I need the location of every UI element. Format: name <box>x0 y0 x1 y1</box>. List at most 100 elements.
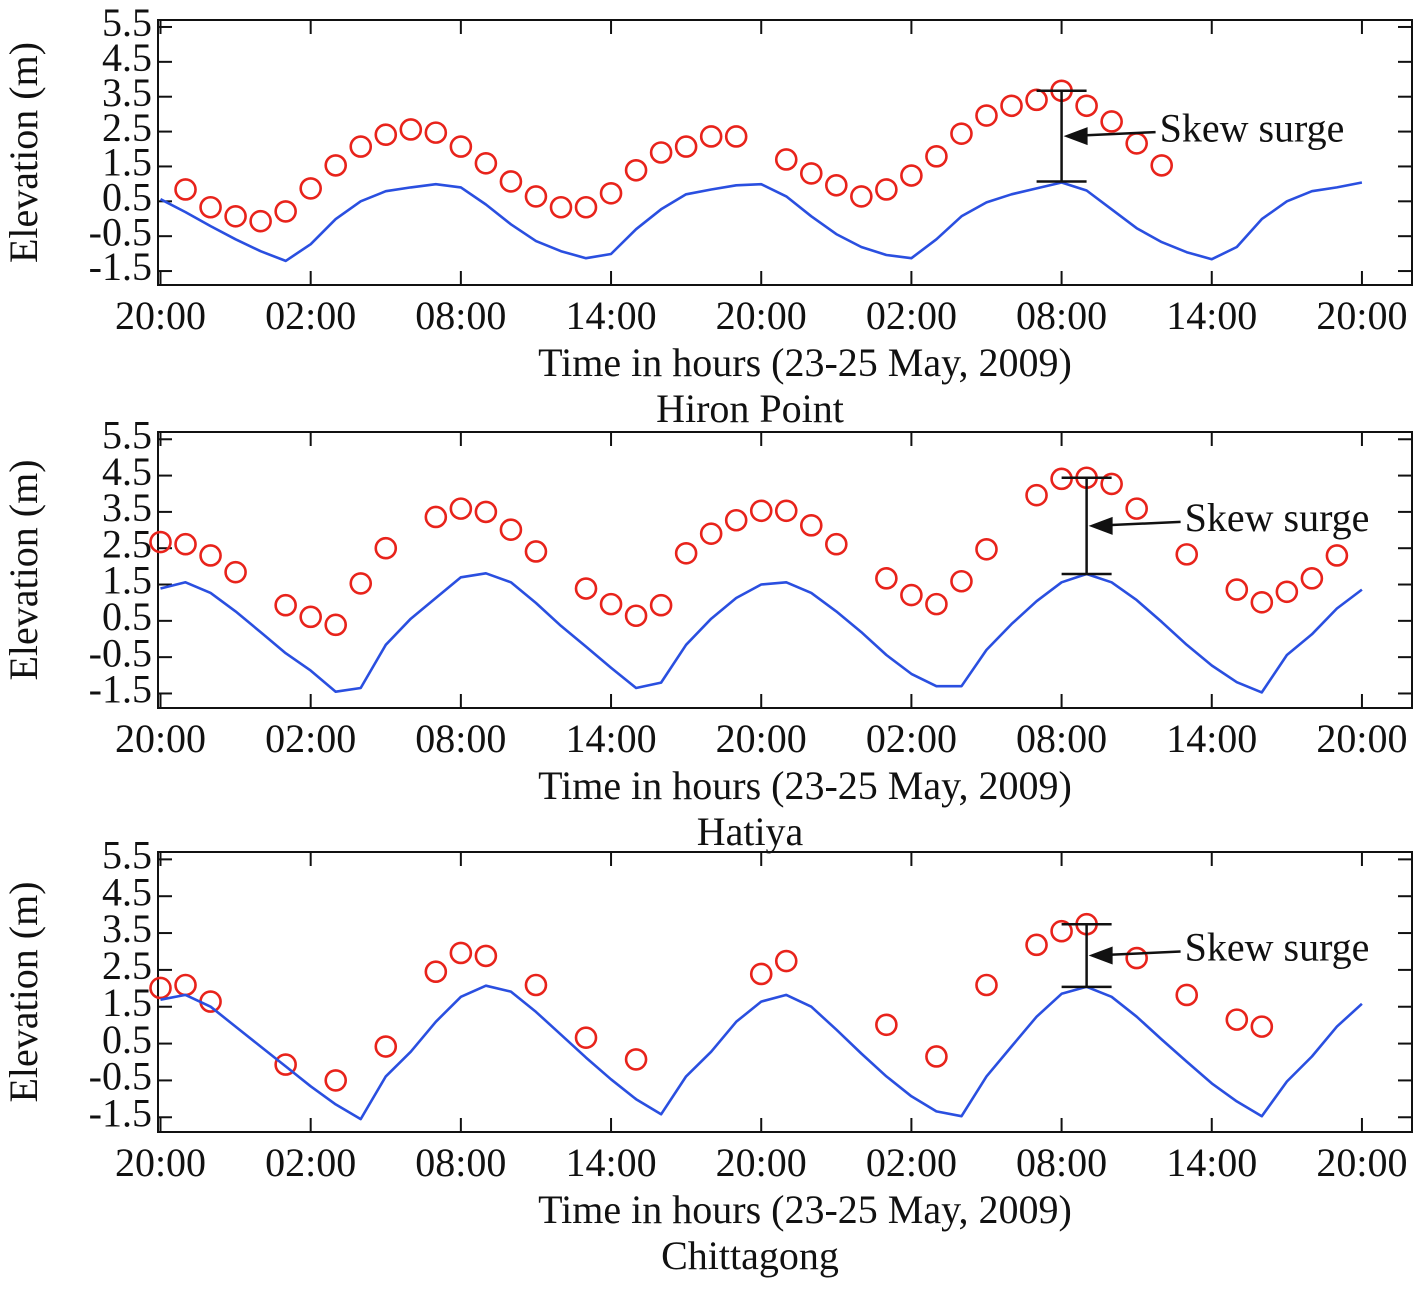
observed-point <box>1025 483 1048 507</box>
observed-point <box>724 125 748 148</box>
observed-point <box>1075 94 1098 118</box>
observed-point <box>474 152 498 175</box>
observed-point <box>1175 983 1199 1007</box>
y-tick-label: 5.5 <box>102 0 152 45</box>
annotation-arrowhead <box>1088 516 1113 535</box>
y-tick-label: 3.5 <box>102 906 152 951</box>
observed-point <box>875 1013 898 1037</box>
observed-point <box>524 185 548 208</box>
plot-frame <box>157 431 1413 709</box>
panel: -1.5-0.50.51.52.53.54.55.5 20:00 02:00 08:0… <box>1 412 1413 854</box>
observed-point <box>624 604 648 628</box>
observed-point <box>174 973 197 997</box>
observed-point <box>1050 919 1073 943</box>
y-tick-label: 2.5 <box>102 943 152 988</box>
observed-point <box>449 135 473 158</box>
observed-point <box>624 158 648 182</box>
observed-point <box>424 121 448 144</box>
x-tick-label: 08:00 <box>415 716 506 761</box>
observed-point <box>900 583 923 607</box>
observed-point <box>274 200 297 223</box>
observed-point <box>875 567 898 590</box>
observed-point <box>1025 933 1048 957</box>
y-tick-label: -0.5 <box>89 1054 152 1099</box>
panel: -1.5-0.50.51.52.53.54.55.5 20:00 02:00 08:0… <box>1 0 1413 431</box>
y-axis-label: Elevation (m) <box>1 881 46 1102</box>
y-axis-label: Elevation (m) <box>1 459 46 680</box>
y-tick-label: 4.5 <box>102 869 152 914</box>
observed-point <box>449 941 473 965</box>
x-tick-label: 02:00 <box>265 293 356 338</box>
observed-point <box>174 178 197 201</box>
observed-point <box>149 976 172 1000</box>
y-tick-label: -1.5 <box>89 667 152 712</box>
observed-point <box>474 944 498 968</box>
y-tick-label: -1.5 <box>89 1090 152 1135</box>
panel-title: Hiron Point <box>656 386 844 431</box>
observed-point <box>749 962 773 986</box>
y-tick-label: 5.5 <box>102 833 152 878</box>
panel-title: Chittagong <box>661 1233 839 1278</box>
observed-point <box>699 125 723 148</box>
y-tick-label: -0.5 <box>89 630 152 675</box>
x-tick-label: 08:00 <box>1016 293 1107 338</box>
observed-point <box>374 536 398 560</box>
observed-point <box>524 973 548 997</box>
observed-point <box>574 1026 598 1049</box>
observed-point <box>324 613 348 637</box>
plot-frame <box>157 851 1413 1133</box>
observed-point <box>199 544 222 567</box>
observed-point <box>399 118 423 141</box>
x-tick-label: 14:00 <box>1166 716 1257 761</box>
observed-point <box>774 949 798 973</box>
observed-point <box>1175 543 1199 566</box>
observed-point <box>825 532 848 556</box>
observed-point <box>249 209 272 233</box>
observed-point <box>599 592 623 616</box>
observed-point <box>324 1069 348 1092</box>
y-tick-label: 0.5 <box>102 174 152 219</box>
annotation-text: Skew surge <box>1160 105 1345 150</box>
observed-point <box>599 181 623 205</box>
x-axis-label: Time in hours (23-25 May, 2009) <box>538 763 1072 808</box>
observed-point <box>1250 1015 1274 1038</box>
observed-point <box>925 145 948 168</box>
observed-point <box>274 1053 297 1076</box>
observed-point <box>1150 154 1174 177</box>
annotation-text: Skew surge <box>1185 925 1370 970</box>
annotation-text: Skew surge <box>1185 495 1370 540</box>
x-tick-label: 20:00 <box>716 716 807 761</box>
x-tick-label: 14:00 <box>565 716 656 761</box>
observed-point <box>1100 110 1123 133</box>
observed-point <box>574 195 598 219</box>
observed-point <box>975 537 998 561</box>
observed-point <box>975 973 998 997</box>
observed-point <box>1100 472 1123 496</box>
x-tick-label: 20:00 <box>1316 1140 1407 1185</box>
x-tick-label: 20:00 <box>716 293 807 338</box>
x-tick-label: 20:00 <box>115 716 206 761</box>
plot-frame <box>157 19 1413 286</box>
observed-point <box>424 505 448 529</box>
observed-point <box>424 960 448 984</box>
observed-point <box>1125 497 1148 520</box>
observed-point <box>299 177 322 200</box>
y-tick-label: -0.5 <box>89 209 152 254</box>
y-tick-label: 2.5 <box>102 105 152 150</box>
observed-point <box>799 162 823 185</box>
observed-point <box>900 164 923 187</box>
observed-point <box>774 148 798 171</box>
y-tick-label: 4.5 <box>102 449 152 494</box>
x-tick-label: 14:00 <box>1166 293 1257 338</box>
x-tick-label: 02:00 <box>265 1140 356 1185</box>
observed-point <box>1125 946 1148 970</box>
x-tick-label: 08:00 <box>1016 716 1107 761</box>
model-line <box>160 984 1363 1121</box>
observed-point <box>724 508 748 532</box>
observed-point <box>499 170 523 193</box>
observed-point <box>224 560 247 584</box>
observed-point <box>1300 567 1324 590</box>
observed-point <box>374 1035 398 1058</box>
x-tick-label: 20:00 <box>716 1140 807 1185</box>
